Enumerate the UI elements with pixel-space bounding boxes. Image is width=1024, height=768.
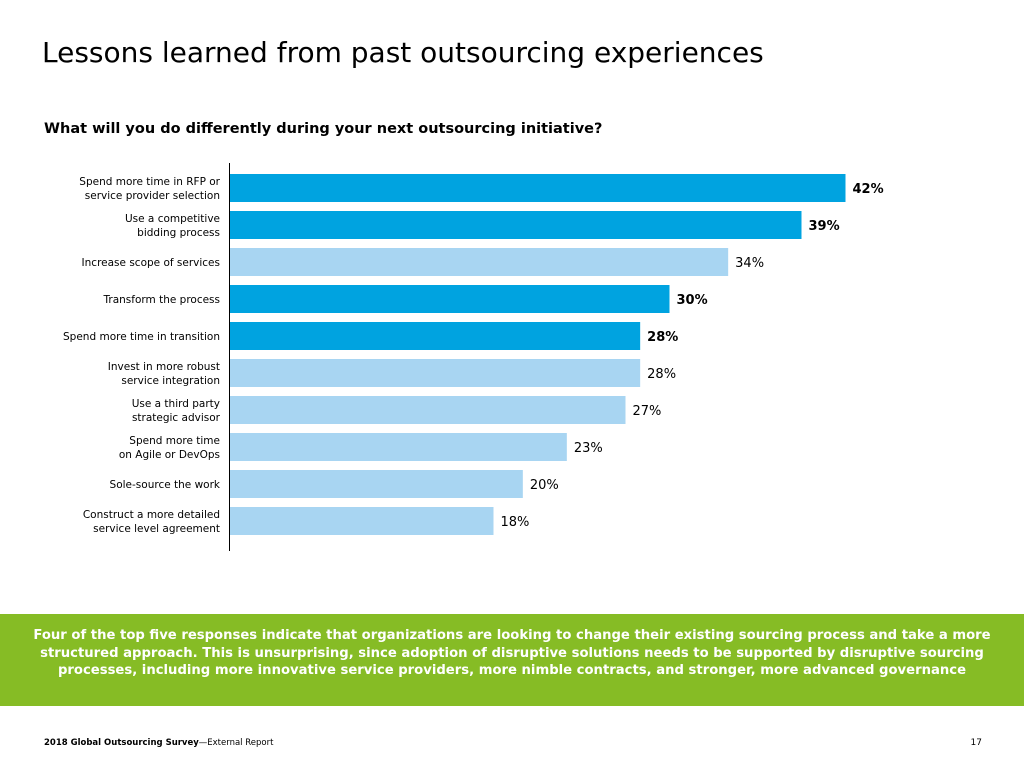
footer-source: 2018 Global Outsourcing Survey—External …: [44, 737, 273, 749]
bar: [229, 322, 641, 350]
value-label: 23%: [574, 441, 603, 456]
category-label: Spend more time in transition: [63, 331, 220, 343]
key-takeaway-callout: Four of the top five responses indicate …: [0, 614, 1024, 706]
category-label: Use a competitive bidding process: [125, 213, 220, 239]
category-label: Spend more time on Agile or DevOps: [119, 435, 220, 461]
bar: [229, 211, 802, 239]
value-label: 28%: [647, 367, 676, 382]
bar: [229, 396, 626, 424]
bar: [229, 359, 641, 387]
category-label: Transform the process: [103, 294, 220, 306]
bar: [229, 507, 494, 535]
category-label: Use a third party strategic advisor: [132, 398, 221, 424]
bar: [229, 470, 523, 498]
value-label: 28%: [647, 330, 678, 345]
bar-chart: Spend more time in RFP or service provide…: [63, 163, 884, 551]
chart-title: What will you do differently during your…: [44, 121, 603, 137]
value-label: 30%: [677, 293, 708, 308]
callout-text: Four of the top five responses indicate …: [33, 628, 991, 678]
bar: [229, 248, 729, 276]
category-label: Sole-source the work: [110, 479, 221, 491]
value-label: 18%: [501, 515, 530, 530]
bar: [229, 174, 846, 202]
category-label: Invest in more robust service integration: [108, 361, 220, 387]
value-label: 20%: [530, 478, 559, 493]
category-label: Construct a more detailed service level a…: [83, 509, 220, 535]
value-label: 42%: [853, 182, 884, 197]
value-label: 27%: [633, 404, 662, 419]
bar: [229, 285, 670, 313]
footer-report-type: —External Report: [198, 738, 274, 748]
page-title: Lessons learned from past outsourcing ex…: [42, 36, 764, 69]
category-label: Spend more time in RFP or service provide…: [79, 176, 220, 202]
footer-report-name: 2018 Global Outsourcing Survey: [44, 738, 199, 748]
bar: [229, 433, 567, 461]
value-label: 34%: [735, 256, 764, 271]
value-label: 39%: [809, 219, 840, 234]
category-label: Increase scope of services: [82, 257, 220, 269]
page-number: 17: [970, 738, 982, 748]
